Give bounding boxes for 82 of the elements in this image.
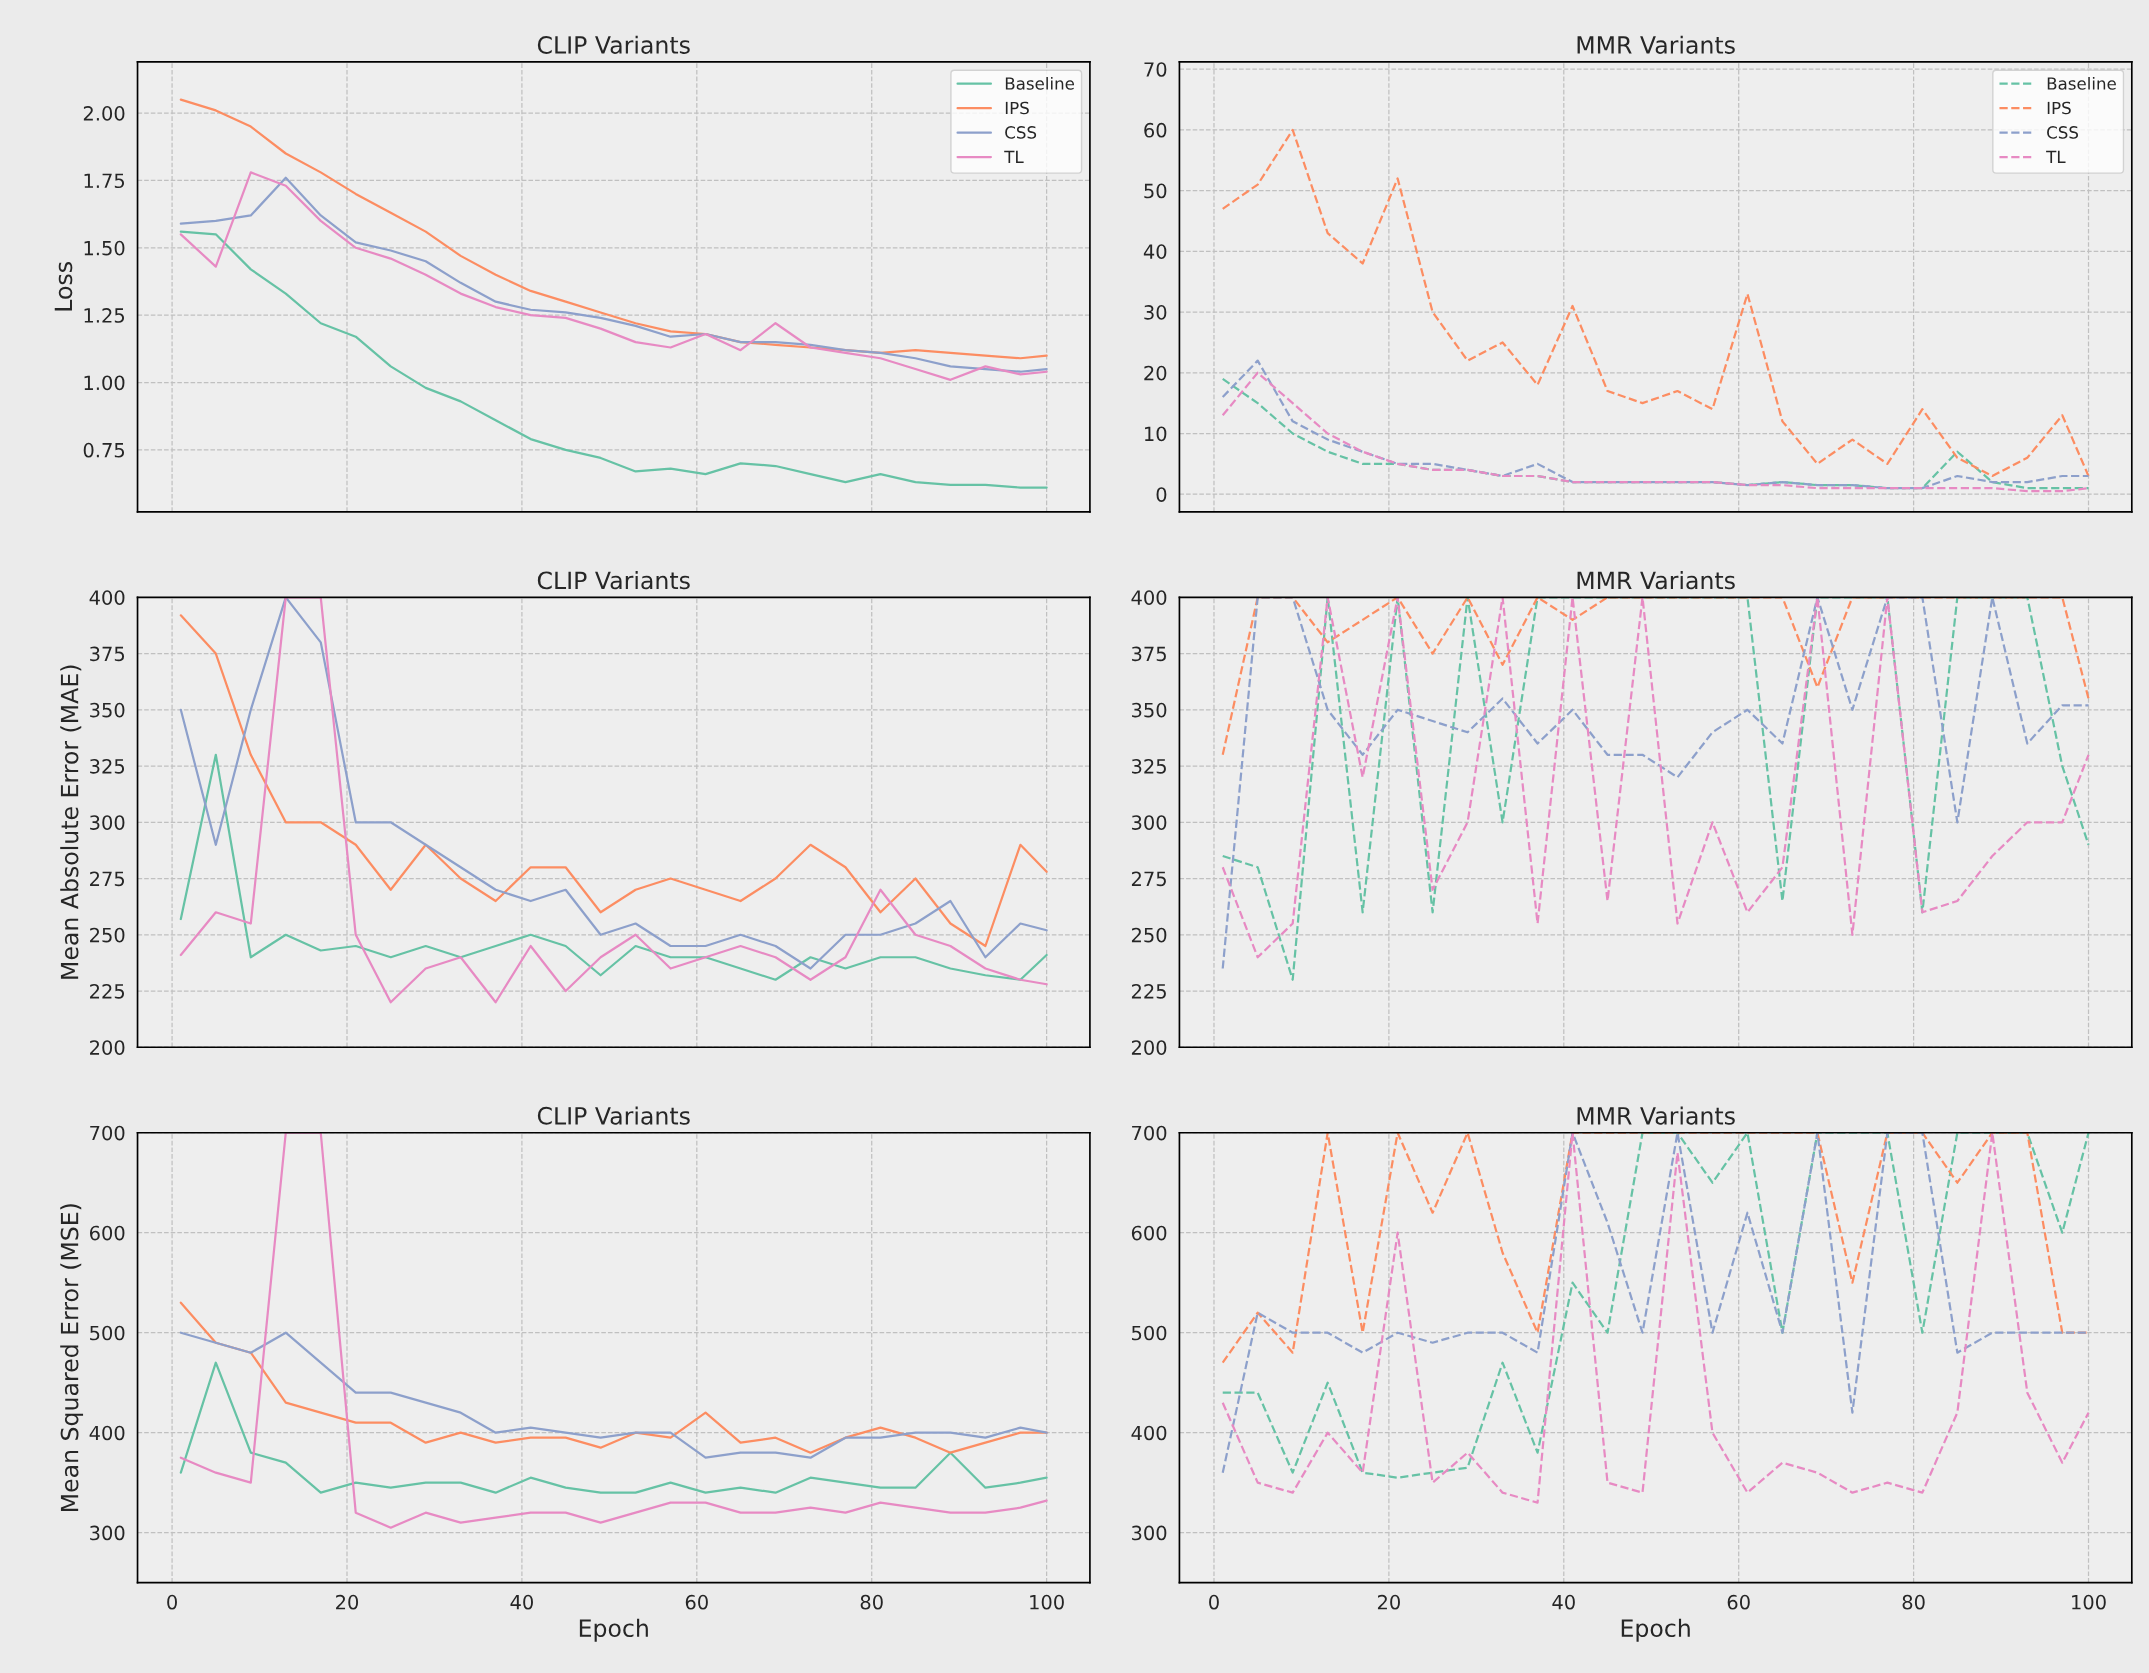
x-tick-label: 100 [2072, 1594, 2106, 1610]
x-tick-label: 80 [860, 1594, 883, 1610]
y-tick-label: 600 [89, 1225, 125, 1241]
line-series [1221, 1132, 2090, 1364]
y-tick-label: 1.00 [84, 375, 125, 391]
chart-title: MMR Variants [1577, 1106, 1735, 1125]
y-axis-title: Mean Absolute Error (MAE) [60, 665, 82, 979]
y-tick-label: 400 [89, 1425, 125, 1441]
y-tick-label: 50 [1144, 183, 1167, 199]
y-tick-label: 1.25 [84, 308, 125, 323]
y-tick-label: 0 [1156, 487, 1167, 502]
y-tick-label: 700 [90, 1125, 125, 1141]
y-axis-title: Loss [54, 262, 73, 311]
legend-label: Baseline [2047, 76, 2116, 90]
y-tick-label: 200 [1131, 1040, 1167, 1055]
y-tick-label: 10 [1145, 426, 1167, 442]
y-tick-label: 1.75 [84, 173, 125, 189]
line-series [179, 1361, 1048, 1494]
chart-title: MMR Variants [1577, 571, 1735, 590]
y-tick-label: 275 [1131, 871, 1166, 887]
x-tick-label: 40 [510, 1594, 533, 1610]
y-tick-label: 300 [1132, 1525, 1167, 1541]
line-series [1221, 128, 2090, 478]
y-tick-label: 250 [1131, 927, 1167, 943]
y-tick-label: 30 [1144, 305, 1167, 320]
legend-label: IPS [2047, 101, 2071, 115]
x-axis-title: Epoch [1621, 1618, 1690, 1642]
chart-title: MMR Variants [1577, 35, 1735, 54]
x-tick-label: 40 [1552, 1594, 1575, 1610]
legend-label: Baseline [1005, 76, 1075, 90]
line-series [179, 1331, 1048, 1459]
legend-label: CSS [2047, 126, 2079, 139]
y-tick-label: 300 [1132, 815, 1167, 830]
y-tick-label: 375 [90, 646, 125, 662]
chart-title: CLIP Variants [537, 1106, 690, 1125]
x-tick-label: 60 [685, 1594, 708, 1610]
line-series [179, 753, 1048, 981]
y-tick-label: 60 [1144, 122, 1167, 138]
line-series [179, 1301, 1048, 1454]
legend-label: TL [2046, 150, 2066, 163]
y-tick-label: 350 [90, 702, 125, 718]
y-tick-label: 600 [1131, 1225, 1167, 1241]
chart-title: CLIP Variants [537, 35, 690, 54]
y-tick-label: 300 [90, 1525, 125, 1541]
x-tick-label: 20 [1377, 1594, 1400, 1610]
y-tick-label: 400 [89, 590, 125, 605]
x-tick-label: 100 [1030, 1594, 1064, 1610]
y-tick-label: 400 [1131, 1425, 1167, 1441]
y-tick-label: 40 [1143, 244, 1167, 260]
x-axis-title: Epoch [579, 1618, 648, 1642]
x-tick-label: 60 [1727, 1594, 1750, 1610]
legend-label: TL [1004, 150, 1024, 163]
x-tick-label: 80 [1902, 1594, 1925, 1610]
y-tick-label: 375 [1132, 646, 1166, 662]
line-series [179, 1132, 1048, 1529]
line-series [179, 98, 1048, 360]
line-series [179, 230, 1048, 489]
y-tick-label: 300 [90, 815, 125, 830]
y-tick-label: 2.00 [83, 106, 125, 121]
y-tick-label: 225 [1131, 983, 1166, 999]
y-tick-label: 250 [90, 927, 125, 943]
y-tick-label: 20 [1144, 365, 1167, 381]
legend-label: CSS [1005, 126, 1037, 139]
chart-title: CLIP Variants [537, 571, 690, 590]
y-tick-label: 275 [90, 871, 125, 887]
y-tick-label: 325 [90, 758, 125, 774]
y-tick-label: 200 [90, 1040, 125, 1055]
legend-label: IPS [1005, 101, 1029, 115]
y-tick-label: 700 [1132, 1125, 1167, 1141]
y-tick-label: 225 [90, 983, 125, 999]
x-tick-label: 0 [1209, 1594, 1219, 1610]
y-axis-title: Mean Squared Error (MSE) [60, 1204, 84, 1511]
y-tick-label: 325 [1132, 758, 1166, 774]
y-tick-label: 500 [1132, 1325, 1167, 1341]
x-tick-label: 20 [336, 1594, 359, 1610]
y-tick-label: 1.50 [84, 240, 125, 256]
y-tick-label: 70 [1144, 62, 1167, 77]
y-tick-label: 0.75 [83, 442, 125, 458]
x-tick-label: 0 [167, 1594, 177, 1610]
y-tick-label: 500 [90, 1325, 125, 1341]
y-tick-label: 400 [1131, 590, 1167, 605]
y-tick-label: 350 [1132, 702, 1167, 718]
